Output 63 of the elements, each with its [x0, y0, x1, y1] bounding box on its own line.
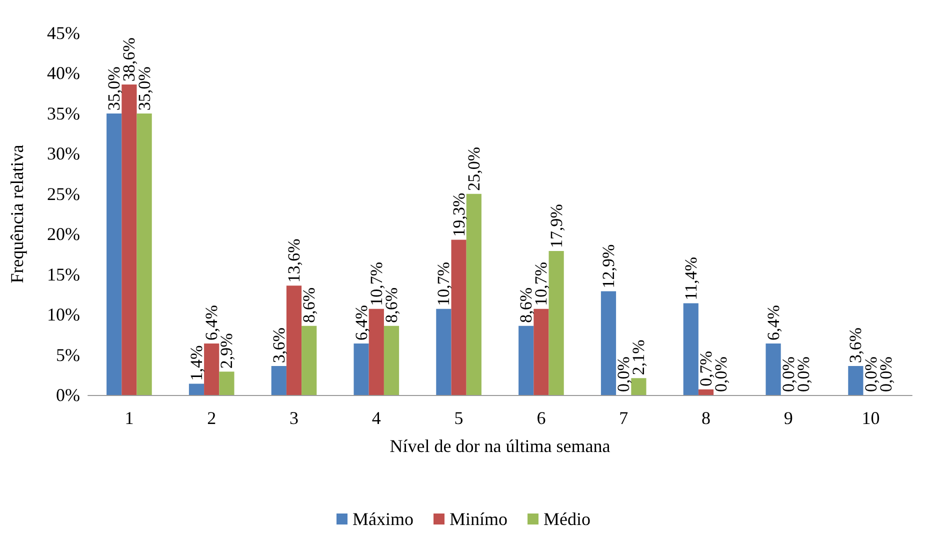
data-label: 19,3%	[449, 192, 468, 237]
y-tick-label: 25%	[47, 184, 80, 204]
bar	[219, 372, 234, 395]
x-tick-label: 10	[862, 408, 880, 428]
bar	[848, 366, 864, 395]
bar	[136, 113, 152, 395]
bar	[766, 344, 781, 395]
bar	[518, 326, 534, 395]
bar	[286, 286, 302, 395]
data-label: 13,6%	[284, 238, 304, 283]
bar	[271, 366, 286, 395]
bar	[631, 378, 646, 395]
y-tick-label: 30%	[47, 144, 80, 164]
data-label: 3,6%	[269, 328, 288, 364]
bar	[698, 389, 714, 395]
bar	[548, 251, 564, 395]
y-axis-title: Frequência relativa	[7, 144, 27, 284]
x-tick-label: 3	[290, 408, 298, 428]
legend-label: Médio	[544, 509, 591, 529]
data-label: 25,0%	[464, 146, 484, 191]
x-tick-label: 7	[619, 408, 628, 428]
bar	[534, 308, 549, 395]
bar	[384, 326, 400, 395]
y-tick-label: 45%	[47, 23, 80, 43]
bar	[122, 84, 137, 395]
x-tick-label: 6	[536, 408, 546, 428]
data-label: 12,9%	[598, 244, 618, 288]
data-label: 11,4%	[681, 257, 700, 300]
x-tick-label: 4	[372, 408, 381, 428]
y-tick-label: 40%	[47, 63, 80, 84]
bar	[436, 308, 452, 395]
data-label: 8,6%	[300, 287, 319, 323]
data-label: 1,4%	[186, 345, 206, 381]
x-tick-label: 9	[784, 408, 793, 428]
bar	[204, 344, 220, 395]
y-tick-label: 5%	[56, 344, 80, 365]
legend-label: Minímo	[449, 509, 508, 529]
data-label: 6,4%	[352, 305, 371, 341]
x-axis-title: Nível de dor na última semana	[390, 436, 610, 456]
bar	[354, 344, 369, 395]
legend-label: Máximo	[352, 509, 414, 529]
bar	[188, 384, 204, 395]
x-tick-label: 8	[702, 408, 710, 428]
y-tick-label: 10%	[47, 304, 80, 325]
bar	[106, 113, 122, 395]
x-tick-label: 1	[124, 408, 134, 428]
x-tick-label: 5	[454, 408, 464, 428]
bar	[302, 326, 317, 395]
bar	[683, 303, 698, 395]
data-label: 0,7%	[696, 350, 716, 386]
data-label: 0,0%	[778, 356, 798, 392]
bar	[368, 308, 384, 395]
data-label: 17,9%	[546, 204, 566, 248]
bar	[451, 240, 466, 395]
bar	[466, 194, 482, 395]
y-tick-label: 15%	[47, 264, 80, 284]
data-label: 10,7%	[434, 262, 454, 306]
y-tick-label: 35%	[47, 103, 80, 124]
y-tick-label: 20%	[47, 224, 80, 244]
x-tick-label: 2	[207, 408, 216, 428]
y-tick-label: 0%	[56, 385, 80, 405]
bar	[600, 291, 616, 395]
data-label: 6,4%	[764, 305, 783, 341]
